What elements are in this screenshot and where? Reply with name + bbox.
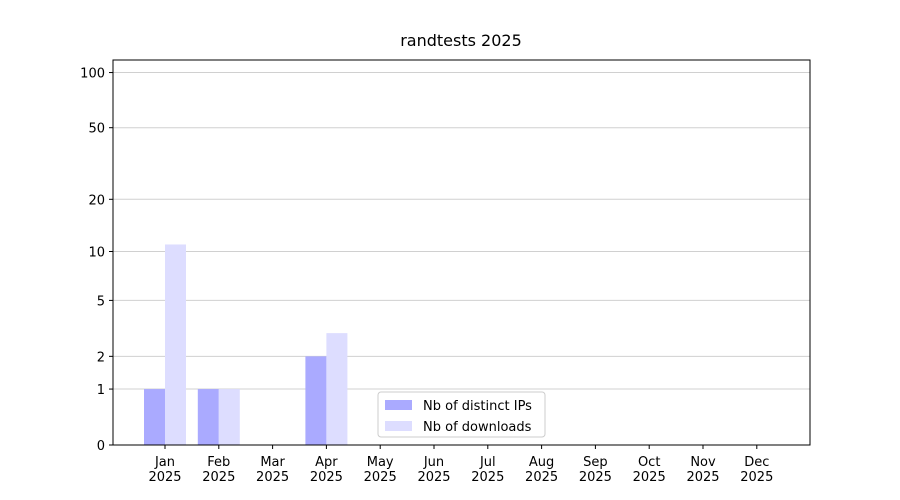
x-tick-label: Jul 2025 [471, 455, 504, 485]
y-tick-label: 1 [97, 383, 105, 398]
bar [165, 244, 186, 445]
x-tick-label: Oct 2025 [633, 455, 666, 485]
x-tick-label: Sep 2025 [579, 455, 612, 485]
legend-box [377, 391, 546, 438]
legend-label: Nb of distinct IPs [423, 399, 532, 414]
plot-frame [112, 59, 811, 446]
bar [144, 389, 165, 445]
legend-swatch [385, 400, 412, 410]
x-tick-label: Apr 2025 [310, 455, 343, 485]
y-tick-label: 20 [88, 193, 105, 208]
legend-swatch [385, 421, 412, 431]
x-tick-label: Feb 2025 [202, 455, 235, 485]
x-tick-label: Jun 2025 [417, 455, 450, 485]
x-tick-label: May 2025 [364, 455, 397, 485]
y-tick-label: 2 [97, 350, 105, 365]
bar [218, 389, 240, 445]
legend-label: Nb of downloads [423, 420, 532, 435]
legend: Nb of distinct IPs Nb of downloads [377, 391, 546, 438]
y-tick-label: 5 [97, 294, 105, 309]
bar [326, 333, 348, 445]
x-tick-label: Jan 2025 [148, 455, 181, 485]
bar [197, 389, 219, 445]
x-tick-label: Dec 2025 [740, 455, 773, 485]
y-tick-label: 50 [88, 122, 105, 137]
bar [305, 356, 327, 445]
y-tick-label: 100 [80, 67, 105, 82]
y-tick-label: 10 [88, 245, 105, 260]
x-tick-label: Mar 2025 [256, 455, 289, 485]
y-tick-label: 0 [97, 439, 105, 454]
chart-title: randtests 2025 [400, 31, 522, 50]
x-tick-label: Aug 2025 [525, 455, 558, 485]
x-tick-label: Nov 2025 [686, 455, 719, 485]
